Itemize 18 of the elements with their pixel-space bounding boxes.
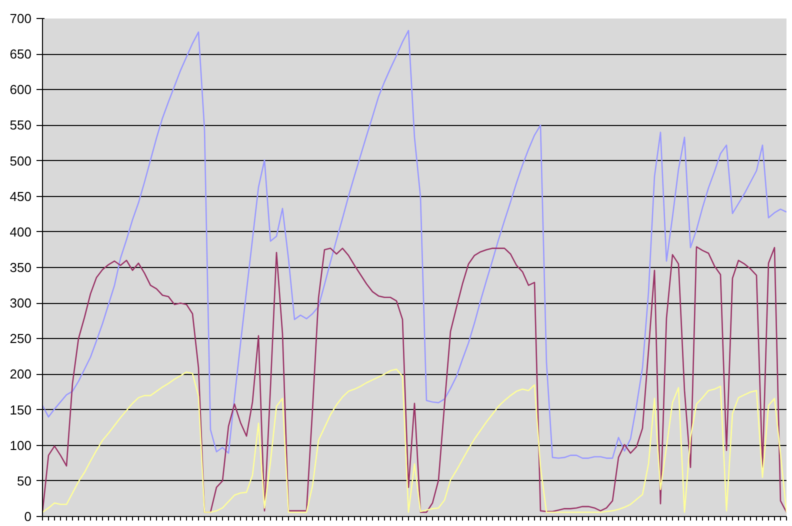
y-tick-label: 50 [17,473,32,488]
y-tick-label: 0 [24,509,32,524]
line-series [42,368,786,513]
y-tick-label: 550 [10,118,32,133]
y-tick-label: 100 [10,438,32,453]
y-tick-label: 450 [10,188,32,204]
y-tick-label: 500 [10,153,32,168]
y-tick-label: 200 [10,366,32,382]
line-series [42,246,786,513]
y-tick-label: 600 [10,82,32,98]
y-tick-label: 700 [10,11,32,26]
y-tick-label: 350 [10,260,32,275]
line-series [42,30,786,459]
y-tick-label: 650 [10,46,32,62]
y-tick-label: 400 [10,224,32,240]
y-tick-label: 250 [10,331,32,346]
y-tick-label: 150 [10,402,32,418]
y-tick-label: 300 [10,296,32,311]
